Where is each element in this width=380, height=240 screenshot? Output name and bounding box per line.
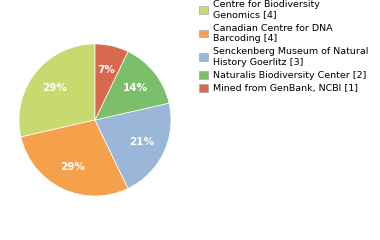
Text: 7%: 7% xyxy=(98,65,116,75)
Text: 29%: 29% xyxy=(60,162,85,172)
Wedge shape xyxy=(95,44,128,120)
Wedge shape xyxy=(19,44,95,137)
Wedge shape xyxy=(95,52,169,120)
Text: 29%: 29% xyxy=(42,83,67,93)
Wedge shape xyxy=(21,120,128,196)
Text: 14%: 14% xyxy=(123,83,148,93)
Text: 21%: 21% xyxy=(129,138,154,147)
Legend: Centre for Biodiversity
Genomics [4], Canadian Centre for DNA
Barcoding [4], Sen: Centre for Biodiversity Genomics [4], Ca… xyxy=(198,0,368,93)
Wedge shape xyxy=(95,103,171,188)
